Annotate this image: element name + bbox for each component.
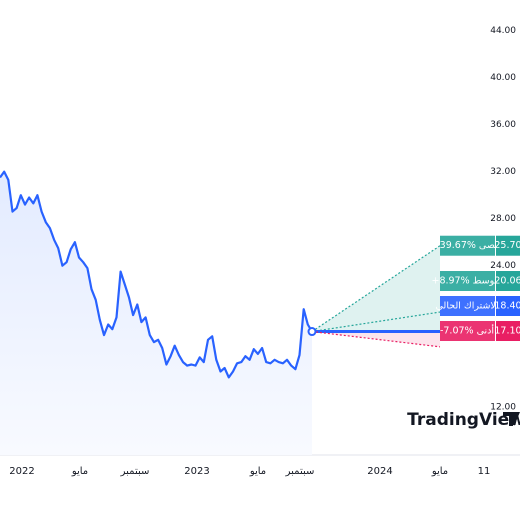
y-tick-label: 12.00	[490, 402, 516, 412]
x-tick-label: سبتمبر	[120, 466, 150, 477]
x-tick-label: سبتمبر	[285, 466, 315, 477]
watermark: TradingView	[407, 410, 520, 430]
x-tick-label: 2024	[367, 466, 392, 477]
price-line	[0, 170, 313, 379]
y-tick-label: 28.00	[490, 214, 516, 224]
y-tick-label: 36.00	[490, 120, 516, 130]
y-tick-label: 44.00	[490, 26, 516, 36]
history-area	[0, 171, 312, 455]
current-point	[307, 327, 317, 337]
watermark-logo	[503, 412, 520, 426]
forecast-value: 17.10	[494, 326, 520, 337]
forecast-value-bg	[496, 321, 520, 341]
forecast-label: +39.67% أقصى	[432, 238, 503, 251]
forecast-value: 25.70	[494, 240, 520, 251]
forecast-label-bg	[440, 235, 495, 256]
forecast-value: 20.06	[494, 276, 520, 287]
x-tick-label: مايو	[249, 466, 266, 477]
x-tick-label: 2022	[9, 466, 34, 477]
x-tick-label: مايو	[71, 466, 88, 477]
forecast-value-bg	[496, 296, 520, 316]
y-tick-label: 40.00	[490, 73, 516, 83]
forecast-line	[311, 330, 441, 348]
forecast-line	[311, 245, 441, 333]
y-tick-label: 24.00	[490, 261, 516, 271]
forecast-label: +8.97% متوسط	[431, 276, 502, 287]
forecast-label: الاشتراك الحالي	[436, 301, 499, 312]
forecast-label: -7.07% أدنى	[440, 324, 494, 337]
forecast-label-bg	[440, 296, 495, 316]
x-tick-label: 2023	[184, 466, 209, 477]
y-tick-label: 32.00	[490, 167, 516, 177]
forecast-label-bg	[440, 271, 495, 291]
forecast-line	[311, 311, 441, 333]
forecast-value: 18.40	[494, 301, 520, 312]
forecast-value-bg	[496, 271, 520, 291]
forecast-label-bg	[440, 321, 495, 341]
x-tick-label: مايو	[431, 466, 448, 477]
forecast-value-bg	[496, 235, 520, 256]
x-tick-label: 11	[478, 466, 491, 477]
